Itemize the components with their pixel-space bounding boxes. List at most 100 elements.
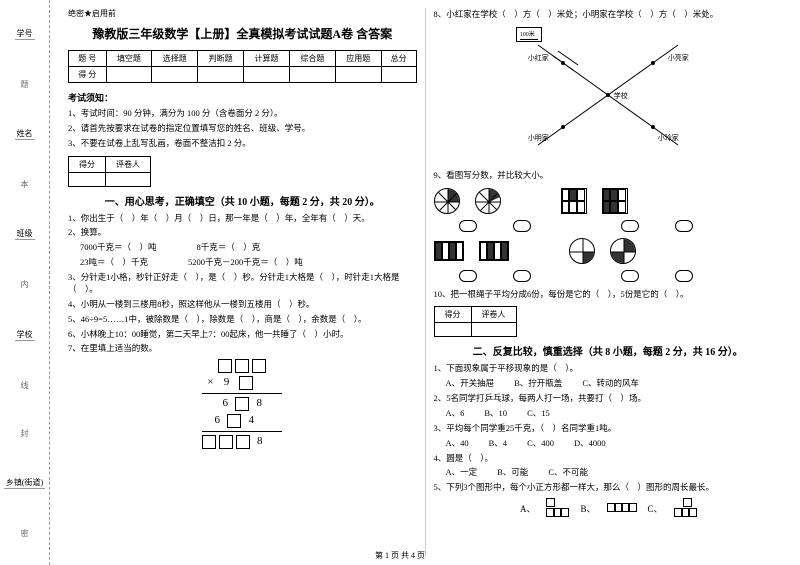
q2a: 7000千克＝（ ）吨 bbox=[80, 241, 157, 254]
q9: 9、看图写分数，并比较大小。 bbox=[434, 169, 783, 182]
q8: 8、小红家在学校（ ）方（ ）米处；小明家在学校（ ）方（ ）米处。 bbox=[434, 8, 783, 21]
th: 应用题 bbox=[335, 51, 381, 67]
opt: B、10 bbox=[484, 407, 507, 419]
q3: 3、分针走1小格，秒针正好走（ ），是（ ）秒。分针走1大格是（ ），时针走1大… bbox=[68, 271, 417, 297]
mark: 密 bbox=[19, 529, 30, 537]
secret-label: 绝密★启用前 bbox=[68, 8, 417, 19]
compare-box bbox=[459, 270, 477, 282]
tetromino-row: A、 B、 C、 bbox=[434, 498, 783, 518]
school-label: 学校 bbox=[614, 91, 628, 101]
opt: B、可能 bbox=[497, 466, 528, 478]
opt: C、不可能 bbox=[548, 466, 588, 478]
field-town: 乡镇(街道) bbox=[4, 477, 45, 489]
right-column: 8、小红家在学校（ ）方（ ）米处；小明家在学校（ ）方（ ）米处。 100米 bbox=[426, 8, 791, 557]
th: 综合题 bbox=[289, 51, 335, 67]
mark: 内 bbox=[19, 280, 30, 288]
th: 填空题 bbox=[106, 51, 152, 67]
page-footer: 第 1 页 共 4 页 bbox=[0, 550, 800, 561]
th: 选择题 bbox=[152, 51, 198, 67]
s2q3: 3、平均每个同学重25千克，（ ）名同学重1吨。 bbox=[434, 422, 783, 435]
tetromino-c-icon bbox=[675, 498, 696, 518]
tetromino-a-icon bbox=[547, 498, 568, 518]
opt: A、6 bbox=[446, 407, 465, 419]
th: 总分 bbox=[381, 51, 416, 67]
multiplication-diagram: ×9 68 64 8 bbox=[197, 359, 287, 449]
notice-heading: 考试须知： bbox=[68, 91, 417, 104]
q1: 1、你出生于（ ）年（ ）月（ ）日，那一年是（ ）年，全年有（ ）天。 bbox=[68, 212, 417, 225]
field-name: 姓名 bbox=[15, 128, 35, 140]
opt: B、4 bbox=[489, 437, 507, 449]
ming-label: 小明家 bbox=[528, 133, 549, 143]
field-class: 班级 bbox=[15, 228, 35, 240]
row-label: 得 分 bbox=[69, 67, 107, 83]
circle-frac-icon bbox=[610, 238, 636, 264]
notice-item: 3、不要在试卷上乱写乱画，卷面不整洁扣 2 分。 bbox=[68, 138, 417, 150]
q5: 5、46÷9=5……1中，被除数是（ ），除数是（ ），商是（ ），余数是（ ）… bbox=[68, 313, 417, 326]
opt: C、转动的风车 bbox=[582, 377, 639, 389]
mark: 封 bbox=[19, 429, 30, 437]
rect-frac-icon bbox=[561, 188, 587, 214]
q4: 4、小明从一楼到三楼用8秒，照这样他从一楼到五楼用（ ）秒。 bbox=[68, 298, 417, 311]
opt: D、4000 bbox=[574, 437, 606, 449]
compare-box bbox=[675, 270, 693, 282]
binding-margin: 学号 题 姓名 本 班级 内 学校 线 封 乡镇(街道) 密 bbox=[0, 0, 50, 565]
legend-text: 100米 bbox=[520, 32, 535, 38]
field-school: 学校 bbox=[15, 329, 35, 341]
opt: B、拧开瓶盖 bbox=[514, 377, 562, 389]
compare-box bbox=[513, 220, 531, 232]
rect-frac-icon bbox=[602, 188, 628, 214]
compare-box bbox=[459, 220, 477, 232]
left-column: 绝密★启用前 豫教版三年级数学【上册】全真模拟考试试题A卷 含答案 题 号 填空… bbox=[60, 8, 426, 557]
score-table: 题 号 填空题 选择题 判断题 计算题 综合题 应用题 总分 得 分 bbox=[68, 50, 417, 83]
th: 计算题 bbox=[244, 51, 290, 67]
field-id: 学号 bbox=[15, 28, 35, 40]
mark: 本 bbox=[19, 180, 30, 188]
circle-frac-icon bbox=[475, 188, 501, 214]
q2d: 5200千克－200千克＝（ ）吨 bbox=[188, 256, 303, 269]
opt: C、400 bbox=[527, 437, 554, 449]
red-label: 小红家 bbox=[528, 53, 549, 63]
th: 题 号 bbox=[69, 51, 107, 67]
q10: 10、把一根绳子平均分成6份，每份是它的（ ），5份是它的（ ）。 bbox=[434, 288, 783, 301]
tetromino-b-icon bbox=[608, 503, 636, 513]
mark: 线 bbox=[19, 381, 30, 389]
grader-score: 得分 bbox=[69, 156, 106, 172]
notice-item: 2、请首先按要求在试卷的指定位置填写您的姓名、班级、学号。 bbox=[68, 123, 417, 135]
compare-box bbox=[621, 220, 639, 232]
circle-frac-icon bbox=[434, 188, 460, 214]
rect-frac-icon bbox=[434, 241, 464, 261]
opt: A、一定 bbox=[446, 466, 478, 478]
opt-label: C、 bbox=[648, 502, 663, 515]
liang-label: 小亮家 bbox=[668, 53, 689, 63]
q2b: 8千克＝（ ）克 bbox=[197, 241, 261, 254]
rect-frac-icon bbox=[479, 241, 509, 261]
opt-label: B、 bbox=[580, 502, 595, 515]
opt: A、开关抽屉 bbox=[446, 377, 495, 389]
opt: C、15 bbox=[527, 407, 550, 419]
q7: 7、在里填上适当的数。 bbox=[68, 342, 417, 355]
grader-person: 评卷人 bbox=[471, 307, 516, 323]
compare-box bbox=[675, 220, 693, 232]
compare-box bbox=[513, 270, 531, 282]
grader-person: 评卷人 bbox=[106, 156, 151, 172]
s2q2: 2、5名同学打乒乓球，每两人打一场，共要打（ ）场。 bbox=[434, 392, 783, 405]
q2: 2、换算。 bbox=[68, 226, 417, 239]
grader-table-2: 得分评卷人 bbox=[434, 306, 517, 337]
grader-score: 得分 bbox=[434, 307, 471, 323]
s2q4: 4、圆是（ ）。 bbox=[434, 452, 783, 465]
opt: A、40 bbox=[446, 437, 469, 449]
direction-diagram: 100米 学校 小红家 小亮家 小明家 小玲家 bbox=[508, 25, 708, 165]
section1-heading: 一、用心思考，正确填空（共 10 小题，每题 2 分，共 20 分）。 bbox=[68, 193, 417, 208]
mark: 题 bbox=[19, 80, 30, 88]
section2-heading: 二、反复比较，慎重选择（共 8 小题，每题 2 分，共 16 分）。 bbox=[434, 343, 783, 358]
ling-label: 小玲家 bbox=[658, 133, 679, 143]
circle-frac-icon bbox=[569, 238, 595, 264]
notice-item: 1、考试时间：90 分钟，满分为 100 分（含卷面分 2 分）。 bbox=[68, 108, 417, 120]
q2c: 23吨＝（ ）千克 bbox=[80, 256, 148, 269]
fraction-diagrams bbox=[434, 188, 783, 282]
opt-label: A、 bbox=[520, 502, 536, 515]
th: 判断题 bbox=[198, 51, 244, 67]
grader-table: 得分评卷人 bbox=[68, 156, 151, 187]
compare-box bbox=[621, 270, 639, 282]
s2q5: 5、下列3个图形中，每个小正方形都一样大，那么（ ）图形的周长最长。 bbox=[434, 481, 783, 494]
